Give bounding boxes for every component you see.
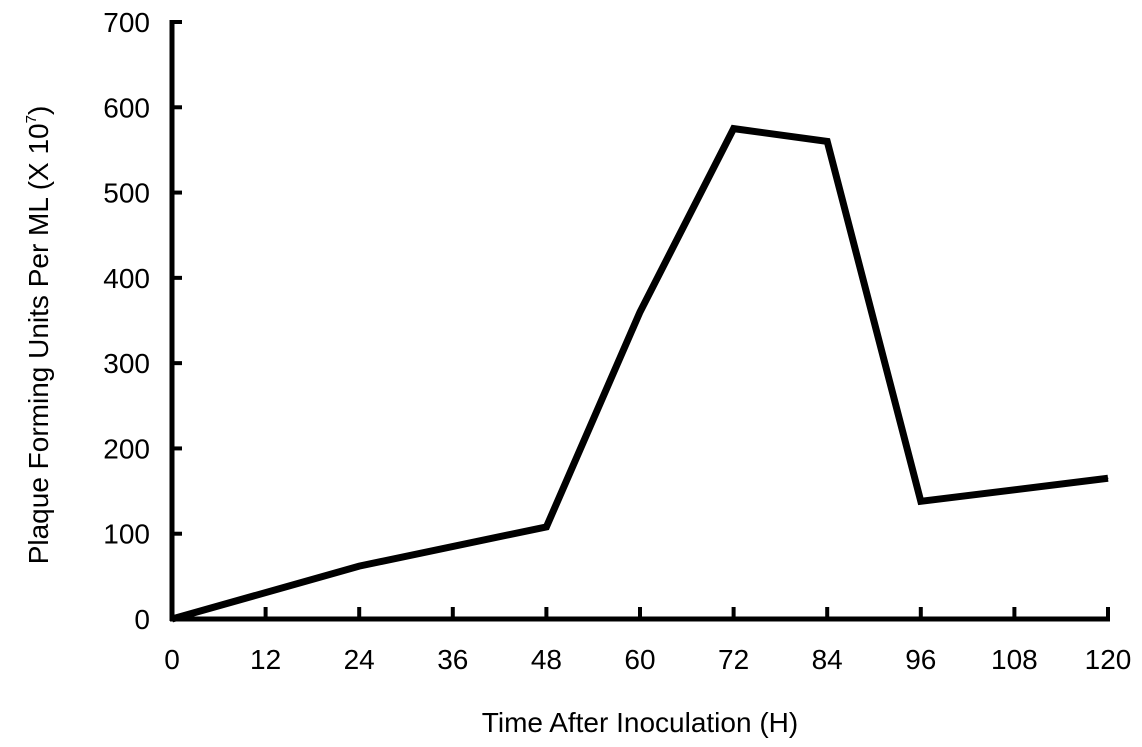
y-tick-label: 0 xyxy=(134,604,150,635)
x-tick-label: 24 xyxy=(344,644,375,675)
y-axis-title-main: Plaque Forming Units Per ML (X 10 xyxy=(23,123,54,564)
y-tick-label: 300 xyxy=(103,348,150,379)
data-point xyxy=(920,500,922,502)
x-tick-label: 48 xyxy=(531,644,562,675)
x-tick-label: 60 xyxy=(624,644,655,675)
data-point xyxy=(826,140,828,142)
x-tick-label: 108 xyxy=(991,644,1038,675)
series-layer xyxy=(171,124,1109,623)
x-tick-label: 72 xyxy=(718,644,749,675)
x-tick-label: 84 xyxy=(812,644,843,675)
y-tick-label: 400 xyxy=(103,263,150,294)
y-tick-label: 600 xyxy=(103,92,150,123)
data-point xyxy=(171,618,173,620)
tick-labels: 0 100 200 300 400 500 600 700 0 12 24 36 48 60 72 84 96 1… xyxy=(103,7,1131,675)
x-tick-label: 36 xyxy=(437,644,468,675)
data-point xyxy=(733,128,735,130)
y-axis-title: Plaque Forming Units Per ML (X 107) xyxy=(23,106,54,565)
x-tick-label: 0 xyxy=(164,644,180,675)
y-tick-label: 100 xyxy=(103,519,150,550)
y-axis-title-exponent: 7 xyxy=(23,115,40,123)
y-tick-label: 200 xyxy=(103,433,150,464)
x-tick-label: 96 xyxy=(905,644,936,675)
x-tick-label: 12 xyxy=(250,644,281,675)
data-point xyxy=(545,526,547,528)
y-tick-label: 500 xyxy=(103,178,150,209)
data-point xyxy=(358,565,360,567)
y-tick-label: 700 xyxy=(103,7,150,38)
series-line xyxy=(171,124,1109,623)
x-axis-title: Time After Inoculation (H) xyxy=(482,707,798,738)
data-point xyxy=(1107,477,1109,479)
y-axis-title-close: ) xyxy=(23,106,54,115)
x-tick-label: 120 xyxy=(1085,644,1132,675)
data-point xyxy=(639,311,641,313)
